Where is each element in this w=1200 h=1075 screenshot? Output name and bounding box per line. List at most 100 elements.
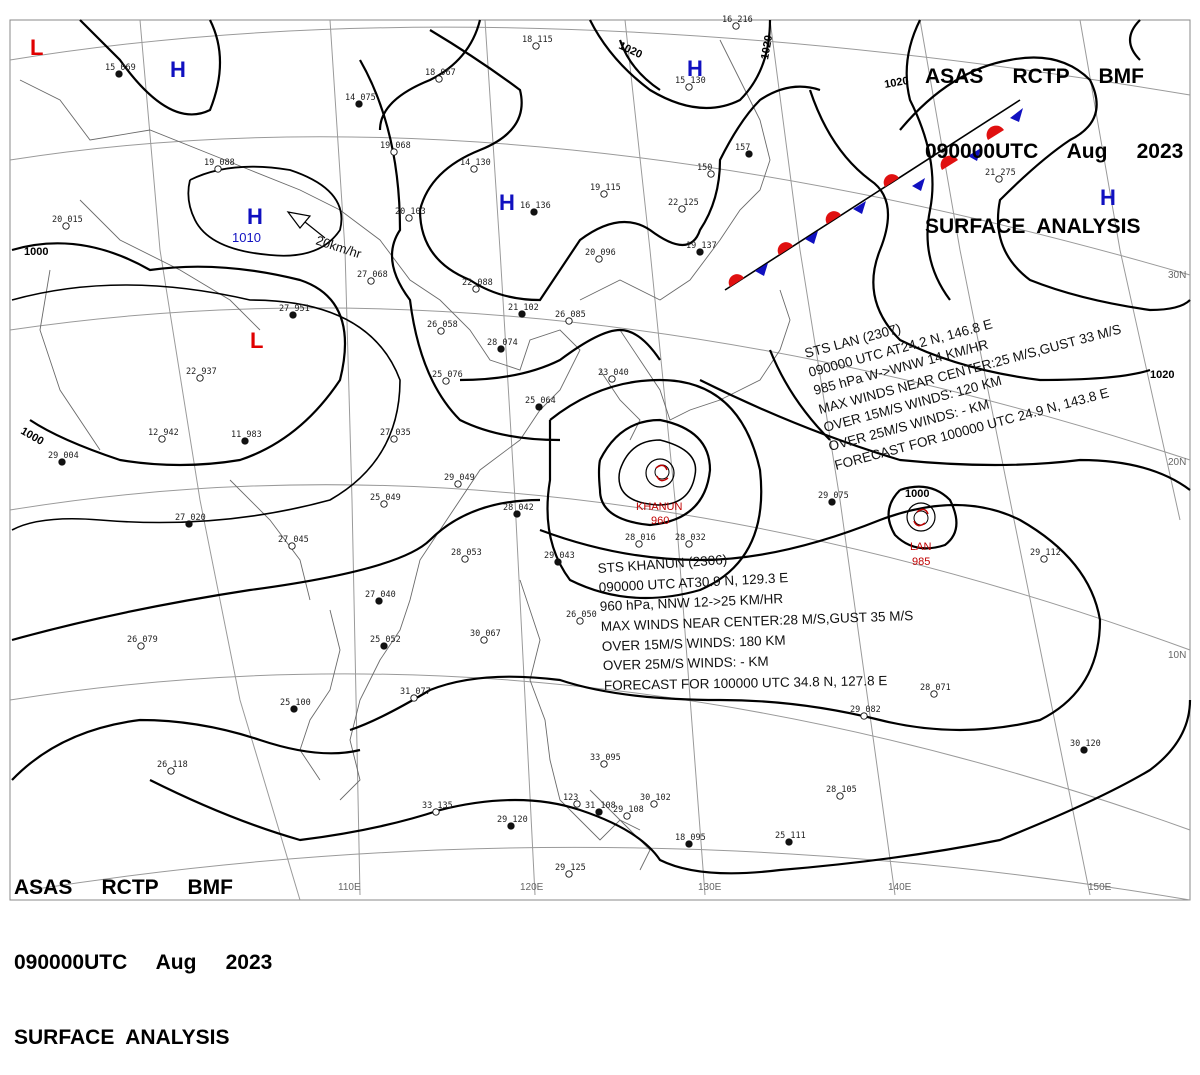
station-circle-icon xyxy=(1080,746,1088,754)
parallel-lines xyxy=(9,26,1191,901)
station-obs-label: 25 064 xyxy=(525,396,556,406)
station-obs-label: 26 118 xyxy=(157,760,188,770)
station-plot: 123 xyxy=(563,793,581,808)
station-obs-label: 16 136 xyxy=(520,201,551,211)
header-line: SURFACE ANALYSIS xyxy=(925,215,1141,238)
station-circle-icon xyxy=(380,500,388,508)
station-circle-icon xyxy=(367,277,375,285)
station-obs-label: 16 216 xyxy=(722,15,753,25)
station-plot: 27 020 xyxy=(175,513,206,528)
header-title-block: ASAS RCTP BMF 090000UTC Aug 2023 SURFACE… xyxy=(925,14,1183,264)
station-obs-label: 25 052 xyxy=(370,635,401,645)
station-plot: 22 088 xyxy=(462,278,493,293)
station-circle-icon xyxy=(554,558,562,566)
latitude-labels: 30N 20N 10N xyxy=(1168,270,1186,661)
station-obs-label: 18 095 xyxy=(675,833,706,843)
station-circle-icon xyxy=(930,690,938,698)
station-circle-icon xyxy=(513,510,521,518)
station-obs-label: 29 108 xyxy=(613,805,644,815)
station-plot: 26 118 xyxy=(157,760,188,775)
coastlines xyxy=(19,39,791,871)
station-circle-icon xyxy=(390,148,398,156)
station-obs-label: 29 125 xyxy=(555,863,586,873)
station-circle-icon xyxy=(185,520,193,528)
station-plot: 16 136 xyxy=(520,201,551,216)
station-obs-label: 26 079 xyxy=(127,635,158,645)
station-plot: 30 067 xyxy=(470,629,501,644)
station-plot: 14 130 xyxy=(460,158,491,173)
station-plot: 157 xyxy=(735,143,753,158)
station-obs-label: 20 096 xyxy=(585,248,616,258)
footer-line: 090000UTC Aug 2023 xyxy=(14,951,273,974)
typhoon-pressure: 960 xyxy=(651,515,669,527)
station-plot: 28 053 xyxy=(451,548,482,563)
station-plot: 28 032 xyxy=(675,533,706,548)
station-plot: 30 102 xyxy=(640,793,671,808)
station-plot: 29 082 xyxy=(850,705,881,720)
station-plot: 25 049 xyxy=(370,493,401,508)
station-circle-icon xyxy=(167,767,175,775)
station-circle-icon xyxy=(461,555,469,563)
station-plot: 12 942 xyxy=(148,428,179,443)
station-plot: 18 115 xyxy=(522,35,553,50)
station-plot: 33 095 xyxy=(590,753,621,768)
station-obs-label: 26 050 xyxy=(566,610,597,620)
station-plot: 20 015 xyxy=(52,215,83,230)
station-plot: 20 096 xyxy=(585,248,616,263)
station-plot: 18 095 xyxy=(675,833,706,848)
station-circle-icon xyxy=(1040,555,1048,563)
station-plot: 29 043 xyxy=(544,551,575,566)
low-center: L xyxy=(250,328,263,353)
station-plot: 16 216 xyxy=(722,15,753,30)
station-plot: 29 049 xyxy=(444,473,475,488)
station-plot: 19 137 xyxy=(686,241,717,256)
typhoon-pressure: 985 xyxy=(912,556,930,568)
station-plot: 21 275 xyxy=(985,168,1016,183)
station-obs-label: 33 095 xyxy=(590,753,621,763)
station-obs-label: 26 085 xyxy=(555,310,586,320)
station-circle-icon xyxy=(115,70,123,78)
station-obs-label: 18 115 xyxy=(522,35,553,45)
station-obs-label: 25 076 xyxy=(432,370,463,380)
station-circle-icon xyxy=(532,42,540,50)
station-circle-icon xyxy=(432,808,440,816)
storm-info-line: OVER 15M/S WINDS: 180 KM xyxy=(602,633,786,654)
station-circle-icon xyxy=(732,22,740,30)
station-circle-icon xyxy=(355,100,363,108)
station-plot: 25 052 xyxy=(370,635,401,650)
station-circle-icon xyxy=(600,190,608,198)
station-plot: 29 004 xyxy=(48,451,79,466)
station-plot: 30 120 xyxy=(1070,739,1101,754)
station-obs-label: 28 016 xyxy=(625,533,656,543)
station-obs-label: 19 137 xyxy=(686,241,717,251)
longitude-label: 140E xyxy=(888,882,912,893)
station-plot: 26 085 xyxy=(555,310,586,325)
station-circle-icon xyxy=(600,760,608,768)
station-circle-icon xyxy=(472,285,480,293)
station-plot: 22 125 xyxy=(668,198,699,213)
isobar-label: 1000 xyxy=(24,246,48,258)
latitude-label: 20N xyxy=(1168,457,1186,468)
station-plot: 28 071 xyxy=(920,683,951,698)
station-circle-icon xyxy=(696,248,704,256)
station-plot: 27 035 xyxy=(380,428,411,443)
station-circle-icon xyxy=(405,214,413,222)
station-plot: 22 937 xyxy=(186,367,217,382)
station-plot: 11 983 xyxy=(231,430,262,445)
isobar-label: 1020 xyxy=(1150,369,1174,381)
station-circle-icon xyxy=(375,597,383,605)
station-plot: 28 042 xyxy=(503,503,534,518)
station-circle-icon xyxy=(497,345,505,353)
station-plot: 33 135 xyxy=(422,801,453,816)
station-circle-icon xyxy=(635,540,643,548)
station-obs-label: 11 983 xyxy=(231,430,262,440)
station-plot: 18 067 xyxy=(425,68,456,83)
station-obs-label: 15 069 xyxy=(105,63,136,73)
station-circle-icon xyxy=(535,403,543,411)
station-obs-label: 20 103 xyxy=(395,207,426,217)
station-circle-icon xyxy=(678,205,686,213)
station-circle-icon xyxy=(290,705,298,713)
stationary-front xyxy=(724,99,1023,291)
station-obs-label: 30 102 xyxy=(640,793,671,803)
station-obs-label: 19 068 xyxy=(380,141,411,151)
